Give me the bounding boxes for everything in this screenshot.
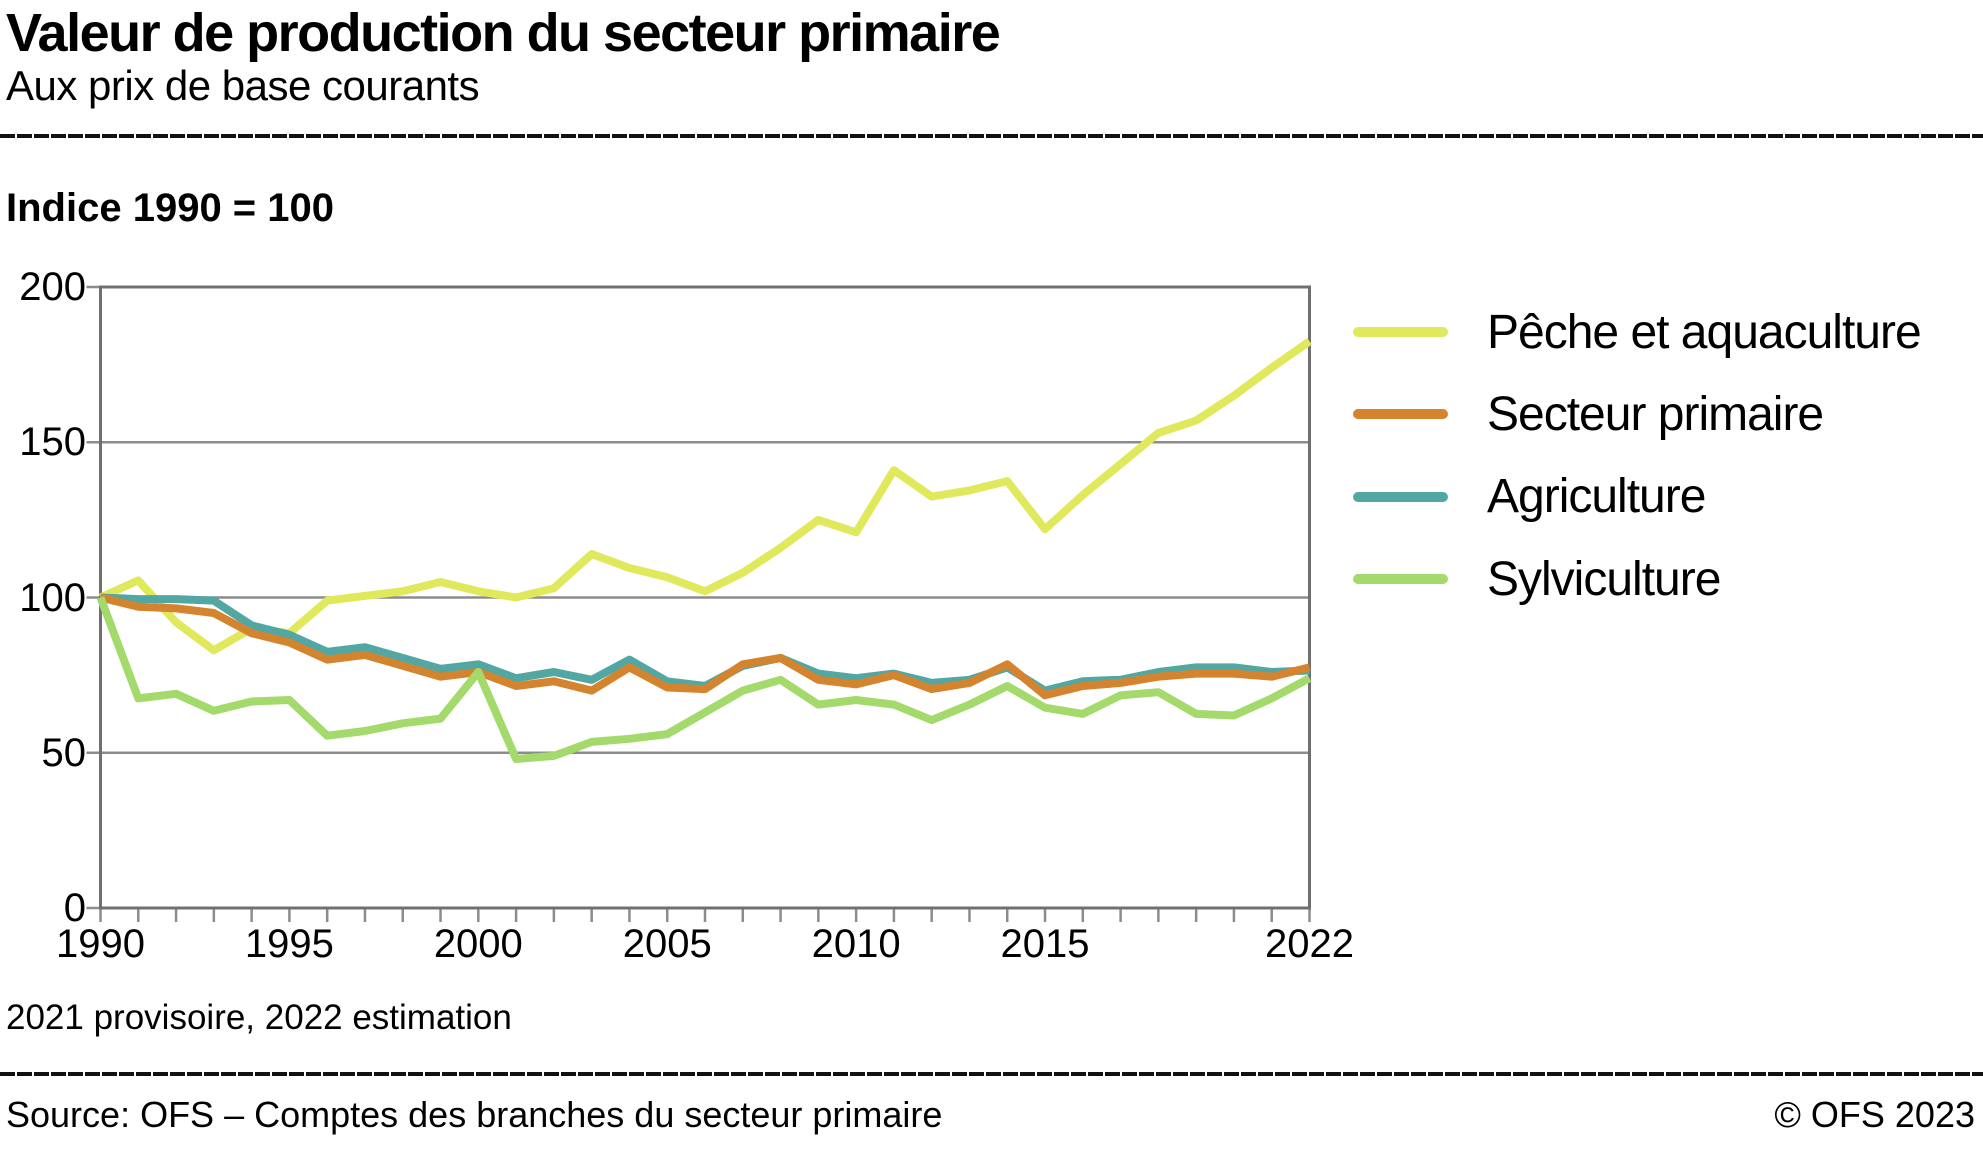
x-axis-label-2005: 2005	[622, 922, 712, 966]
y-axis-label-50: 50	[41, 730, 87, 775]
axis-unit-label: Indice 1990 = 100	[6, 186, 335, 230]
legend-item-sylviculture: Sylviculture	[1353, 551, 1721, 607]
copyright-note: © OFS 2023	[1774, 1094, 1975, 1135]
y-axis-label-100: 100	[19, 575, 86, 620]
x-axis-label-2010: 2010	[811, 922, 901, 966]
page-subtitle: Aux prix de base courants	[6, 62, 480, 109]
series-line-sylviculture	[96, 596, 1312, 763]
legend-swatch-icon	[1353, 574, 1448, 585]
legend-label: Sylviculture	[1487, 552, 1721, 606]
chart-footnote: 2021 provisoire, 2022 estimation	[6, 998, 512, 1037]
legend-swatch-icon	[1353, 327, 1448, 337]
series-line-secteur-primaire	[99, 593, 1311, 700]
page-title: Valeur de production du secteur primaire	[6, 3, 1001, 63]
legend-label: Secteur primaire	[1487, 387, 1824, 441]
x-axis-label-2000: 2000	[433, 922, 523, 966]
x-axis-label-2022: 2022	[1265, 922, 1354, 966]
legend-swatch-icon	[1353, 491, 1448, 502]
x-axis-label-1990: 1990	[56, 922, 145, 966]
legend-label: Pêche et aquaculture	[1487, 305, 1922, 359]
x-axis-label-1995: 1995	[244, 922, 334, 966]
y-axis-label-150: 150	[19, 420, 86, 465]
series-line-p-che-et-aquaculture	[98, 338, 1312, 655]
legend-swatch-icon	[1353, 409, 1448, 420]
y-axis-label-200: 200	[19, 265, 86, 309]
legend-label: Agriculture	[1487, 470, 1706, 524]
x-axis-label-2015: 2015	[1000, 922, 1090, 966]
legend-item-p-che-et-aquaculture: Pêche et aquaculture	[1353, 304, 1922, 360]
source-note: Source: OFS – Comptes des branches du se…	[6, 1094, 943, 1135]
legend-item-agriculture: Agriculture	[1353, 469, 1706, 525]
bottom-divider	[0, 1072, 1983, 1076]
y-axis-label-0: 0	[63, 886, 86, 930]
legend-item-secteur-primaire: Secteur primaire	[1353, 386, 1824, 442]
top-divider	[0, 134, 1983, 138]
chart-legend: Pêche et aquaculture Secteur primaire Agri…	[1353, 0, 1973, 700]
